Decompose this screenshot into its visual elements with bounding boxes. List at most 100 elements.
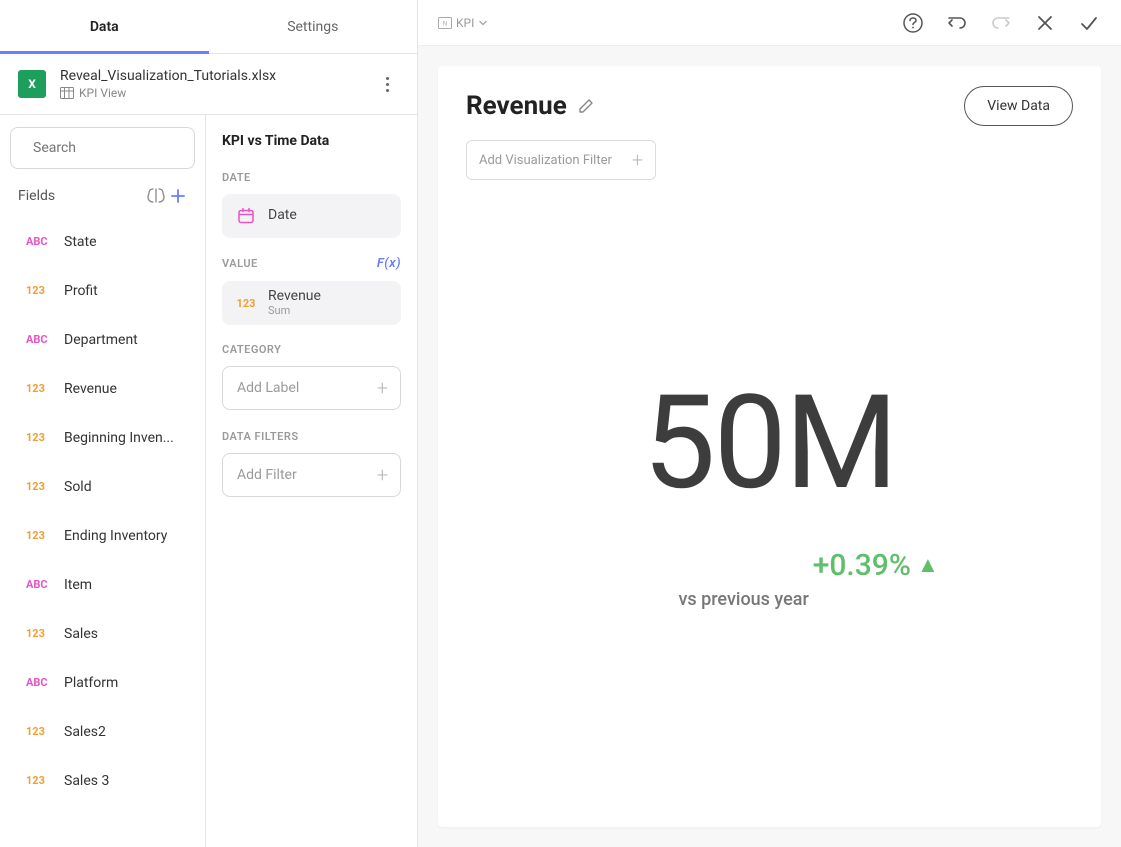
field-item[interactable]: 123 Sold	[0, 462, 205, 511]
kpi-body: 50M +0.39% ▲ vs previous year	[466, 180, 1073, 807]
chevron-down-icon	[478, 18, 488, 28]
kpi-icon: N	[438, 17, 452, 29]
fields-label: Fields	[18, 188, 145, 204]
field-name: Ending Inventory	[64, 528, 167, 544]
number-type-icon: 123	[26, 284, 52, 297]
field-name: Item	[64, 577, 92, 593]
add-category-icon: +	[377, 376, 388, 400]
delta-value: +0.39%	[813, 548, 911, 583]
number-type-icon: 123	[26, 480, 52, 493]
field-item[interactable]: ABC Item	[0, 560, 205, 609]
undo-button[interactable]	[945, 11, 969, 35]
field-item[interactable]: 123 Ending Inventory	[0, 511, 205, 560]
field-name: Beginning Inven...	[64, 430, 174, 446]
date-section-label: DATE	[222, 171, 401, 184]
filter-placeholder: Add Filter	[237, 467, 297, 483]
fields-column: Fields ABC State 123 Profit ABC Department 123…	[0, 115, 206, 847]
add-viz-filter-icon: +	[632, 148, 643, 172]
value-chip[interactable]: 123 Revenue Sum	[222, 281, 401, 325]
comparison-label: vs previous year	[678, 589, 808, 610]
category-placeholder: Add Label	[237, 380, 299, 396]
edit-title-icon[interactable]	[577, 97, 595, 115]
right-panel: N KPI	[418, 0, 1121, 847]
field-name: Revenue	[64, 381, 117, 397]
svg-text:N: N	[443, 20, 447, 27]
number-type-icon: 123	[26, 725, 52, 738]
topbar: N KPI	[418, 0, 1121, 46]
datasource-name: Reveal_Visualization_Tutorials.xlsx	[60, 68, 375, 84]
date-chip-label: Date	[268, 208, 297, 223]
viz-filter-placeholder: Add Visualization Filter	[479, 153, 612, 168]
text-type-icon: ABC	[26, 333, 52, 346]
delta-arrow-icon: ▲	[917, 552, 939, 578]
left-panel: Data Settings X Reveal_Visualization_Tut…	[0, 0, 418, 847]
add-field-icon[interactable]	[167, 185, 189, 207]
search-input[interactable]	[33, 140, 211, 156]
kpi-delta: +0.39% ▲	[813, 548, 939, 583]
category-section-label: CATEGORY	[222, 343, 401, 356]
view-data-button[interactable]: View Data	[964, 86, 1073, 126]
number-type-icon: 123	[26, 382, 52, 395]
config-column: KPI vs Time Data DATE Date VALUE F(x) 12…	[206, 115, 417, 847]
field-item[interactable]: 123 Beginning Inven...	[0, 413, 205, 462]
field-name: Sold	[64, 479, 92, 495]
field-item[interactable]: 123 Sales	[0, 609, 205, 658]
field-item[interactable]: 123 Revenue	[0, 364, 205, 413]
field-name: Sales	[64, 626, 98, 642]
viz-type-selector[interactable]: N KPI	[438, 16, 488, 30]
field-name: Sales 3	[64, 773, 109, 789]
number-type-icon: 123	[26, 529, 52, 542]
field-item[interactable]: ABC State	[0, 217, 205, 266]
tabs: Data Settings	[0, 0, 417, 54]
number-type-icon: 123	[236, 297, 256, 310]
number-type-icon: 123	[26, 774, 52, 787]
brain-icon[interactable]	[145, 185, 167, 207]
number-type-icon: 123	[26, 431, 52, 444]
date-chip[interactable]: Date	[222, 194, 401, 238]
search-input-wrap[interactable]	[10, 127, 195, 169]
help-button[interactable]	[901, 11, 925, 35]
number-type-icon: 123	[26, 627, 52, 640]
canvas: Revenue View Data Add Visualization Filt…	[418, 46, 1121, 847]
field-name: Department	[64, 332, 138, 348]
add-filter-icon: +	[377, 463, 388, 487]
more-icon[interactable]	[375, 77, 399, 92]
field-name: Platform	[64, 675, 118, 691]
field-name: Profit	[64, 283, 98, 299]
value-chip-label: Revenue	[268, 289, 321, 304]
viz-filter-chip[interactable]: Add Visualization Filter +	[466, 140, 656, 180]
field-item[interactable]: 123 Sales2	[0, 707, 205, 756]
filter-dropzone[interactable]: Add Filter +	[222, 453, 401, 497]
fields-list: ABC State 123 Profit ABC Department 123 Revenue…	[0, 213, 205, 847]
datasource-text: Reveal_Visualization_Tutorials.xlsx KPI …	[60, 68, 375, 100]
field-item[interactable]: 123 Profit	[0, 266, 205, 315]
value-chip-agg: Sum	[268, 305, 321, 317]
field-name: Sales2	[64, 724, 106, 740]
redo-button	[989, 11, 1013, 35]
table-icon	[60, 87, 74, 99]
config-title: KPI vs Time Data	[222, 133, 401, 149]
field-item[interactable]: ABC Platform	[0, 658, 205, 707]
filters-section-label: DATA FILTERS	[222, 430, 401, 443]
excel-icon: X	[18, 70, 46, 98]
field-item[interactable]: 123 Sales 3	[0, 756, 205, 805]
category-dropzone[interactable]: Add Label +	[222, 366, 401, 410]
datasource-row: X Reveal_Visualization_Tutorials.xlsx KP…	[0, 54, 417, 115]
fields-header: Fields	[0, 179, 205, 213]
calendar-icon	[236, 207, 256, 225]
text-type-icon: ABC	[26, 235, 52, 248]
tab-data[interactable]: Data	[0, 0, 209, 53]
text-type-icon: ABC	[26, 578, 52, 591]
tab-settings[interactable]: Settings	[209, 0, 418, 53]
field-name: State	[64, 234, 97, 250]
viz-title: Revenue	[466, 91, 595, 121]
viz-card: Revenue View Data Add Visualization Filt…	[438, 66, 1101, 827]
text-type-icon: ABC	[26, 676, 52, 689]
close-button[interactable]	[1033, 11, 1057, 35]
fx-button[interactable]: F(x)	[377, 256, 401, 271]
field-item[interactable]: ABC Department	[0, 315, 205, 364]
datasource-sheet: KPI View	[60, 86, 375, 100]
value-section-label: VALUE F(x)	[222, 256, 401, 271]
kpi-value: 50M	[643, 378, 897, 508]
confirm-button[interactable]	[1077, 11, 1101, 35]
